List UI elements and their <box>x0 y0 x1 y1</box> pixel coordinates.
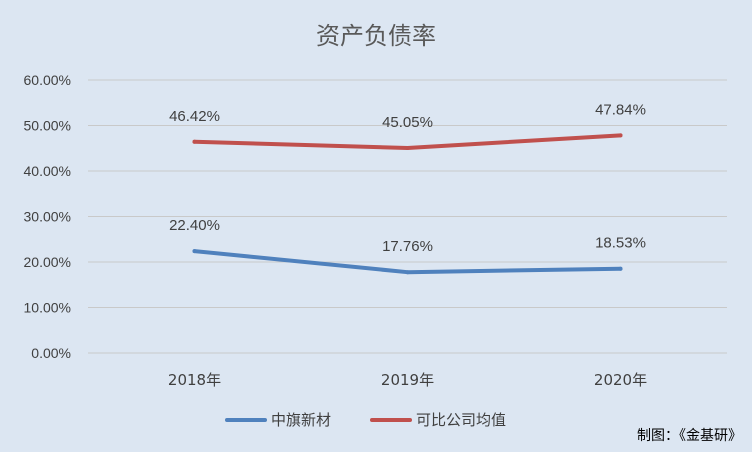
y-tick-label: 50.00% <box>24 118 71 134</box>
series-lines <box>192 133 623 275</box>
gridlines <box>88 79 727 354</box>
legend: 中旗新材 可比公司均值 <box>225 411 506 429</box>
data-point <box>405 146 410 151</box>
y-tick-label: 10.00% <box>24 300 71 316</box>
x-tick-label: 2018年 <box>168 371 221 389</box>
y-tick-label: 0.00% <box>31 345 71 361</box>
x-tick-label: 2020年 <box>594 371 647 389</box>
data-label: 17.76% <box>382 238 433 255</box>
data-point <box>618 266 623 271</box>
data-label: 46.42% <box>169 108 220 125</box>
y-tick-label: 60.00% <box>24 72 71 88</box>
data-label: 18.53% <box>595 235 646 252</box>
data-label: 22.40% <box>169 217 220 234</box>
data-label: 45.05% <box>382 114 433 131</box>
legend-label: 中旗新材 <box>271 411 331 429</box>
y-axis-ticks: 0.00% 10.00% 20.00% 30.00% 40.00% 50.00% 60.00… <box>24 72 71 361</box>
data-label: 47.84% <box>595 101 646 118</box>
data-point <box>192 249 197 254</box>
chart-credit: 制图：《金基研》 <box>637 427 742 444</box>
chart-title: 资产负债率 <box>316 22 436 50</box>
legend-label: 可比公司均值 <box>416 411 506 429</box>
data-point <box>405 270 410 275</box>
y-tick-label: 20.00% <box>24 254 71 270</box>
data-point <box>192 139 197 144</box>
data-labels: 22.40% 17.76% 18.53% 46.42% 45.05% 47.84% <box>169 101 646 255</box>
data-point <box>618 133 623 138</box>
y-tick-label: 30.00% <box>24 209 71 225</box>
x-tick-label: 2019年 <box>381 371 434 389</box>
y-tick-label: 40.00% <box>24 163 71 179</box>
x-axis-ticks: 2018年 2019年 2020年 <box>168 371 647 389</box>
